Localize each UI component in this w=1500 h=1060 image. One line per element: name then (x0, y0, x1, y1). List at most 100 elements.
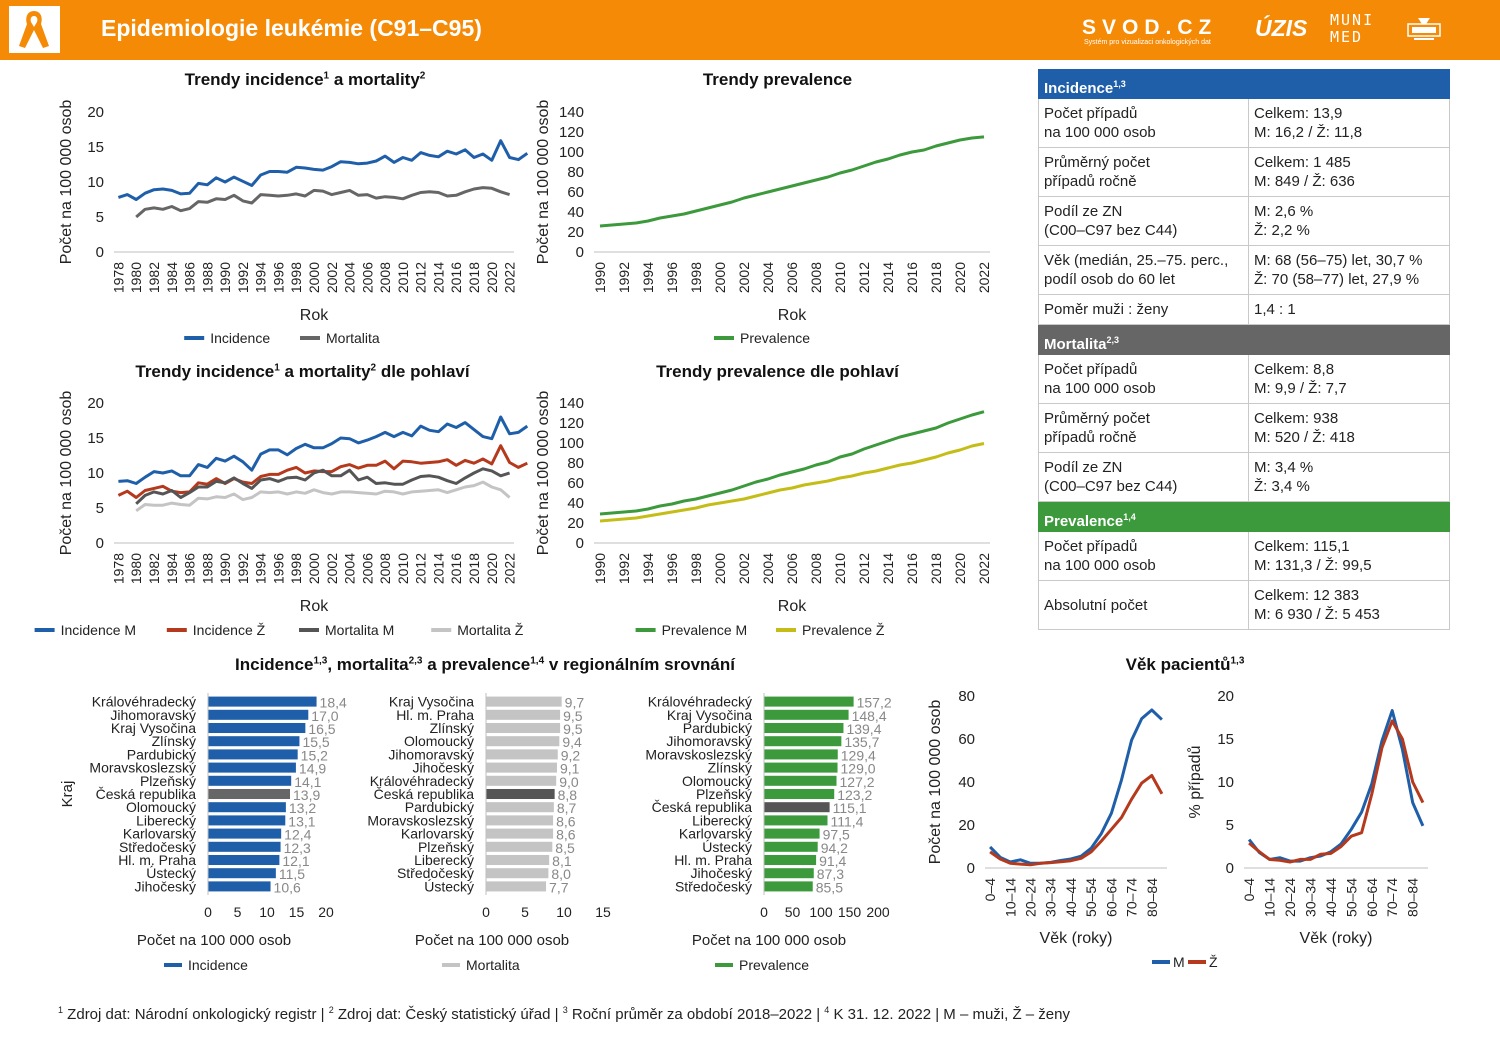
x-tick-label: 0 (482, 904, 490, 920)
series-line-prevalence (599, 135, 985, 228)
oncology-society-logo-icon[interactable] (1404, 14, 1444, 44)
data-label: 97,5 (823, 827, 850, 843)
series-line-mortalita-ž (135, 480, 511, 513)
category-label: Plzeňský (696, 786, 752, 802)
series-line-prevalence-m (599, 410, 985, 516)
x-tick-label: 0–4 (1241, 878, 1257, 902)
title-superscript: 1 (323, 70, 330, 82)
category-label: Hl. m. Praha (674, 852, 752, 868)
data-label: 9,4 (562, 734, 582, 750)
legend: Incidence M Incidence Ž Mortalita M Mortali… (34, 622, 524, 638)
chart-title-trend-incmort-sex: Trendy incidence1 a mortality2 dle pohla… (100, 362, 505, 382)
x-tick-label: 40–44 (1323, 878, 1339, 917)
data-label: 129,4 (841, 747, 876, 763)
x-tick-label: 15 (289, 904, 305, 920)
data-label: 87,3 (817, 866, 844, 882)
x-tick-label: 1998 (688, 262, 704, 293)
data-label: 8,7 (557, 800, 577, 816)
x-tick-label: 10 (259, 904, 275, 920)
data-label: 8,0 (551, 866, 571, 882)
y-tick-label: 0 (576, 535, 584, 552)
x-tick-label: 30–34 (1302, 878, 1318, 917)
title-text: Trendy incidence (184, 70, 324, 89)
svod-logo[interactable]: SVOD.CZ (1082, 16, 1218, 39)
x-tick-label: 1992 (616, 262, 632, 293)
x-tick-label: 2022 (502, 553, 518, 584)
row-value: Celkem: 13,9 M: 16,2 / Ž: 11,8 (1254, 105, 1363, 141)
x-tick-label: 1996 (664, 262, 680, 293)
x-tick-label: 2008 (377, 262, 393, 293)
x-tick-label: 2020 (952, 553, 968, 584)
y-tick-label: 10 (1217, 774, 1234, 791)
category-label: Ústecký (424, 878, 474, 894)
x-tick-label: 2004 (342, 262, 358, 293)
row-label: Počet případů na 100 000 osob (1039, 99, 1249, 147)
x-tick-label: 1994 (640, 262, 656, 293)
table-row: Podíl ze ZN (C00–C97 bez C44) M: 3,4 % Ž:… (1038, 453, 1450, 502)
x-tick-label: 2010 (395, 553, 411, 584)
page-title: Epidemiologie leukémie (C91–C95) (101, 15, 482, 41)
series-line-m (1247, 709, 1425, 863)
x-tick-label: 2022 (976, 262, 992, 293)
bar (764, 868, 814, 879)
y-tick-label: 100 (559, 144, 584, 161)
y-tick-label: 10 (87, 465, 104, 482)
data-label: 9,5 (563, 708, 583, 724)
data-label: 9,1 (560, 761, 580, 777)
category-label: Jihočeský (691, 865, 752, 881)
footnote-number: 2 (328, 1005, 334, 1015)
x-axis-label: Věk (roky) (1040, 930, 1113, 947)
category-label: Moravskoslezský (367, 812, 474, 828)
category-label: Liberecký (414, 852, 474, 868)
chart-title-trend-incmort: Trendy incidence1 a mortality2 (110, 70, 500, 90)
row-label: Počet případů na 100 000 osob (1039, 532, 1249, 580)
x-tick-label: 80–84 (1405, 878, 1421, 917)
y-axis-label: % případů (1186, 746, 1204, 819)
x-tick-label: 2020 (484, 553, 500, 584)
section-header-mortalita: Mortalita2,3 (1038, 325, 1450, 355)
uzis-logo[interactable]: ÚZIS (1255, 15, 1308, 41)
chart-title-regional: Incidence1,3, mortalita2,3 a prevalence1… (160, 655, 810, 675)
x-tick-label: 2000 (306, 262, 322, 293)
data-label: 9,5 (563, 721, 583, 737)
x-tick-label: 5 (521, 904, 529, 920)
category-label: Pardubický (683, 720, 752, 736)
y-tick-label: 20 (567, 224, 584, 241)
footnote-text: Roční průměr za období 2018–2022 | (567, 1006, 825, 1023)
data-label: 139,4 (846, 721, 881, 737)
legend-label: Ž (1209, 954, 1218, 970)
section-superscript: 2,3 (1106, 335, 1120, 345)
muni-med-logo[interactable]: MUNI MED (1330, 12, 1374, 46)
y-tick-label: 0 (96, 244, 104, 261)
data-label: 9,2 (561, 747, 581, 763)
category-label: Česká republika (652, 799, 753, 815)
data-label: 15,5 (302, 734, 329, 750)
x-tick-label: 1998 (688, 553, 704, 584)
bar (486, 696, 562, 707)
category-label: Moravskoslezský (645, 746, 752, 762)
y-tick-label: 100 (559, 435, 584, 452)
x-axis-label: Počet na 100 000 osob (415, 932, 569, 949)
legend-label: Incidence Ž (193, 622, 266, 638)
data-label: 129,0 (841, 761, 876, 777)
x-tick-label: 2012 (856, 553, 872, 584)
x-tick-label: 50–54 (1343, 878, 1359, 917)
category-label: Plzeňský (418, 839, 474, 855)
table-row: Průměrný počet případů ročně Celkem: 938 … (1038, 404, 1450, 453)
x-tick-label: 2016 (448, 553, 464, 584)
title-text: Věk pacientů (1125, 655, 1231, 674)
y-tick-label: 5 (96, 209, 104, 226)
bar (486, 762, 557, 773)
title-superscript: 1,4 (530, 655, 545, 667)
data-label: 7,7 (549, 879, 569, 895)
bar (764, 736, 842, 747)
row-value: Celkem: 115,1 M: 131,3 / Ž: 99,5 (1254, 538, 1372, 574)
y-tick-label: 20 (87, 104, 104, 121)
x-tick-label: 2018 (466, 553, 482, 584)
data-label: 13,2 (289, 800, 316, 816)
bar (208, 815, 286, 826)
title-text: Trendy incidence (135, 362, 275, 381)
x-tick-label: 2016 (904, 553, 920, 584)
line-chart-trend_incmort_sex: 0 5 10 15 20 1978 1980 1982 1984 1986 1988 1990 1992… (58, 391, 529, 615)
